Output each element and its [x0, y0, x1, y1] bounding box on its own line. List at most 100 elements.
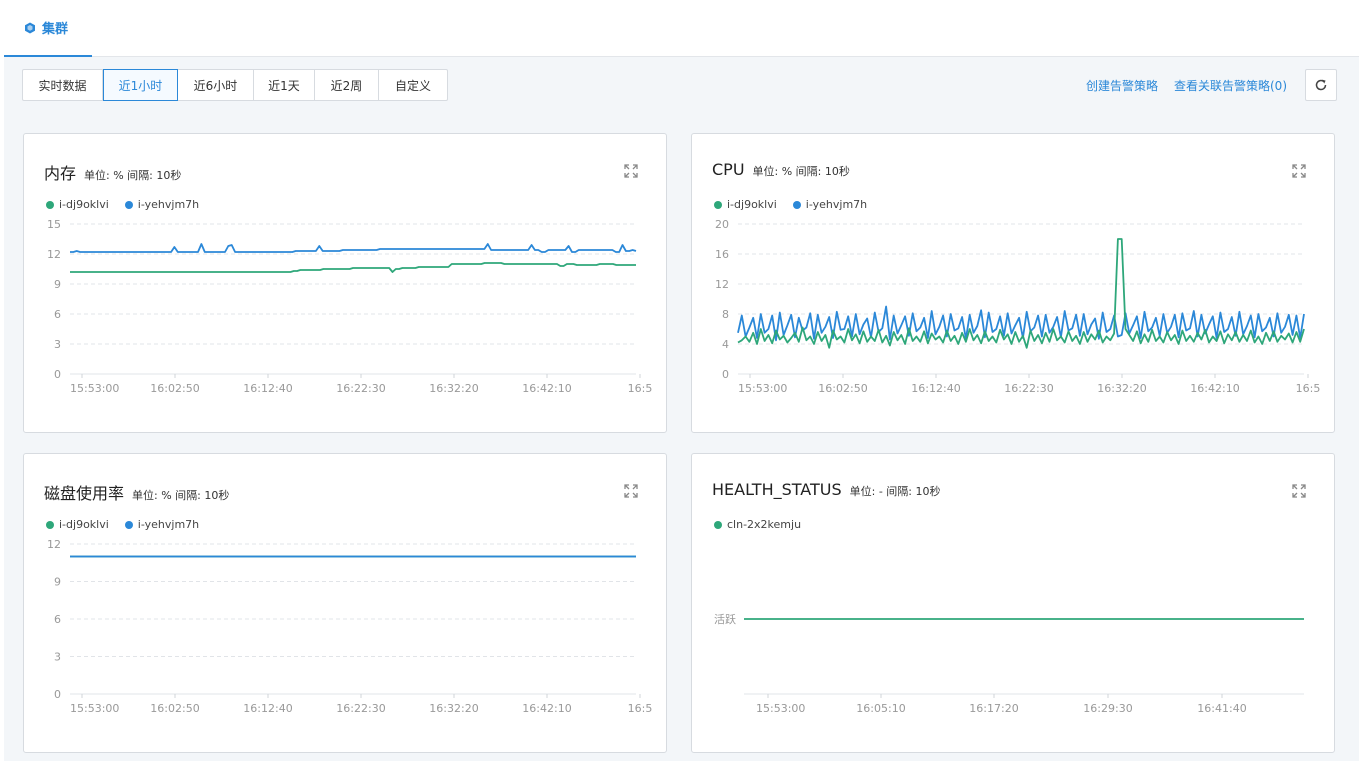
x-tick-label: 16:12:40: [243, 382, 292, 395]
card-disk-usage: 磁盘使用率 单位: % 间隔: 10秒 i-dj9oklvi i-yehvjm7…: [23, 453, 667, 753]
x-tick-label: 16:42:10: [1190, 382, 1239, 395]
legend-dot: [124, 200, 133, 209]
legend-item[interactable]: i-yehvjm7h: [124, 518, 200, 531]
y-tick-label: 4: [722, 338, 729, 351]
card-cpu: CPU 单位: % 间隔: 10秒 i-dj9oklvi i-yehvjm7h …: [691, 133, 1335, 433]
refresh-button[interactable]: [1305, 69, 1337, 101]
expand-icon[interactable]: [1292, 484, 1306, 498]
expand-icon[interactable]: [624, 484, 638, 498]
cpu-chart: 0 4 8 12 16 20 15:53:00 16:02:50 16:12:40 16:22:3…: [715, 218, 1321, 395]
range-2w-label: 近2周: [330, 78, 363, 93]
x-tick-label: 16:32:20: [429, 382, 478, 395]
x-tick-label: 16:5: [1296, 382, 1321, 395]
legend-label: i-dj9oklvi: [727, 198, 777, 211]
legend-label: i-yehvjm7h: [137, 518, 200, 531]
legend-dot: [714, 200, 722, 209]
card-title: CPU: [712, 160, 745, 179]
series-line-i-yehvjm7h: [70, 243, 637, 253]
x-tick-label: 16:5: [628, 382, 653, 395]
x-tick-label: 16:22:30: [336, 382, 385, 395]
legend-item[interactable]: i-dj9oklvi: [714, 198, 777, 211]
card-memory: 内存 单位: % 间隔: 10秒 i-dj9oklvi i-yehvjm7h 0…: [23, 133, 667, 433]
legend-dot: [792, 200, 801, 209]
legend-label: i-dj9oklvi: [59, 518, 109, 531]
card-meta: 单位: % 间隔: 10秒: [132, 489, 230, 502]
legend-dot: [46, 520, 54, 529]
x-tick-label: 16:42:10: [522, 702, 571, 715]
legend-item[interactable]: i-dj9oklvi: [46, 518, 109, 531]
y-tick-label: 3: [54, 651, 61, 664]
time-range-selector: 实时数据 近1小时 近6小时 近1天 近2周 自定义: [22, 69, 448, 101]
y-tick-label: 9: [54, 576, 61, 589]
y-tick-label: 9: [54, 278, 61, 291]
x-tick-label: 16:17:20: [969, 702, 1018, 715]
legend: i-dj9oklvi i-yehvjm7h: [714, 198, 867, 211]
legend-item[interactable]: i-yehvjm7h: [792, 198, 868, 211]
y-tick-label: 6: [54, 308, 61, 321]
view-alert-link[interactable]: 查看关联告警策略(0): [1174, 79, 1287, 93]
card-meta: 单位: % 间隔: 10秒: [84, 169, 182, 182]
create-alert-link[interactable]: 创建告警策略: [1085, 79, 1158, 93]
range-1d-label: 近1天: [268, 78, 300, 93]
y-tick-label: 3: [54, 338, 61, 351]
legend: i-dj9oklvi i-yehvjm7h: [46, 198, 199, 211]
legend-item[interactable]: cln-2x2kemju: [714, 518, 801, 531]
y-tick-label: 20: [715, 218, 729, 231]
main-content: 实时数据 近1小时 近6小时 近1天 近2周 自定义 创建告警策略 查看关联告警…: [4, 57, 1359, 761]
tab-cluster-label: 集群: [42, 22, 69, 37]
range-1h[interactable]: 近1小时: [103, 69, 178, 101]
legend-label: i-yehvjm7h: [137, 198, 200, 211]
x-tick-label: 16:41:40: [1197, 702, 1246, 715]
x-tick-label: 16:02:50: [150, 702, 199, 715]
series-line-i-dj9oklvi: [737, 238, 1305, 349]
y-tick-label: 6: [54, 613, 61, 626]
alert-links: 创建告警策略 查看关联告警策略(0): [1086, 77, 1287, 94]
x-tick-label: 16:05:10: [856, 702, 905, 715]
range-2w[interactable]: 近2周: [315, 70, 379, 100]
top-tab-bar: 集群: [4, 0, 1359, 57]
memory-chart: 0 3 6 9 12 15 15:53:00 16:02:50 16:12:40 16:22:30…: [47, 218, 653, 395]
y-tick-label: 0: [722, 368, 729, 381]
y-tick-label: 16: [715, 248, 729, 261]
card-health-status: HEALTH_STATUS 单位: - 间隔: 10秒 cln-2x2kemju…: [691, 453, 1335, 753]
y-tick-label: 8: [722, 308, 729, 321]
legend-item[interactable]: i-dj9oklvi: [46, 198, 109, 211]
series-line-i-dj9oklvi: [70, 262, 636, 273]
range-1h-label: 近1小时: [118, 78, 163, 93]
legend: i-dj9oklvi i-yehvjm7h: [46, 518, 199, 531]
refresh-icon: [1315, 79, 1327, 91]
y-tick-label: 15: [47, 218, 61, 231]
card-title: HEALTH_STATUS: [712, 480, 842, 499]
y-category-label: 活跃: [714, 612, 736, 626]
legend-dot: [46, 200, 54, 209]
y-tick-label: 0: [54, 368, 61, 381]
expand-icon[interactable]: [1292, 164, 1306, 178]
x-tick-label: 16:12:40: [911, 382, 960, 395]
y-tick-label: 12: [715, 278, 729, 291]
legend-item[interactable]: i-yehvjm7h: [124, 198, 200, 211]
card-title: 内存: [44, 164, 77, 183]
x-tick-label: 15:53:00: [756, 702, 805, 715]
card-meta: 单位: % 间隔: 10秒: [752, 165, 850, 178]
legend-label: i-dj9oklvi: [59, 198, 109, 211]
legend: cln-2x2kemju: [714, 518, 801, 531]
disk-chart: 0 3 6 9 12 15:53:00 16:02:50 16:12:40 16:22:30 16…: [47, 538, 652, 715]
range-custom[interactable]: 自定义: [379, 70, 447, 100]
expand-icon[interactable]: [624, 164, 638, 178]
range-realtime[interactable]: 实时数据: [23, 70, 103, 100]
health-chart: 活跃 15:53:00 16:05:10 16:17:20 16:29:30 16:41:…: [714, 612, 1304, 715]
x-tick-label: 16:12:40: [243, 702, 292, 715]
range-6h[interactable]: 近6小时: [178, 70, 254, 100]
legend-dot: [714, 520, 722, 529]
tab-cluster[interactable]: 集群: [4, 0, 92, 57]
y-tick-label: 12: [47, 248, 61, 261]
range-realtime-label: 实时数据: [38, 78, 87, 93]
legend-label: i-yehvjm7h: [805, 198, 868, 211]
x-tick-label: 16:22:30: [1004, 382, 1053, 395]
y-tick-label: 12: [47, 538, 61, 551]
x-tick-label: 16:29:30: [1083, 702, 1132, 715]
x-tick-label: 16:32:20: [1097, 382, 1146, 395]
card-title: 磁盘使用率: [44, 484, 125, 503]
range-1d[interactable]: 近1天: [254, 70, 315, 100]
y-tick-label: 0: [54, 688, 61, 701]
